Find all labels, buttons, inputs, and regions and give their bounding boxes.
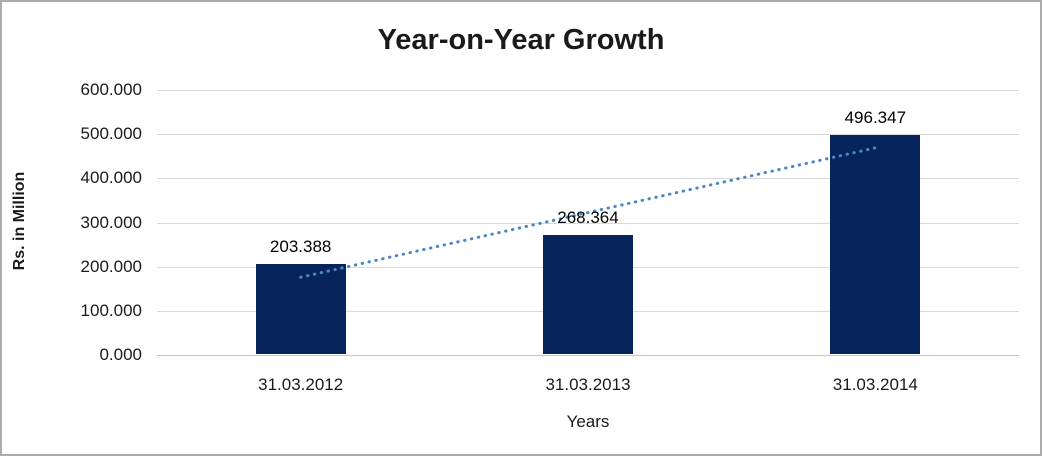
y-tick-label: 0.000 <box>99 345 142 364</box>
chart-title: Year-on-Year Growth <box>377 24 665 56</box>
x-tick-label: 31.03.2013 <box>545 375 631 394</box>
y-tick-label: 300.000 <box>80 212 142 232</box>
data-label: 203.388 <box>269 237 332 257</box>
gridline <box>157 90 1019 91</box>
x-tick-label: 31.03.2014 <box>832 375 918 394</box>
plot-area: 203.388 268.364 496.347 <box>157 90 1019 356</box>
bar <box>830 134 921 354</box>
y-tick-label: 400.000 <box>80 168 142 188</box>
gridline <box>157 222 1019 224</box>
gridline <box>157 355 1019 356</box>
data-label: 496.347 <box>844 107 907 127</box>
data-label: 268.364 <box>557 208 619 228</box>
trendline <box>299 146 877 279</box>
gridline <box>157 134 1019 136</box>
gridline <box>157 178 1019 180</box>
trendline-path <box>299 146 877 279</box>
x-axis-title: Years <box>566 412 610 431</box>
bar <box>255 264 346 354</box>
bar <box>543 235 633 354</box>
y-tick-label: 200.000 <box>80 256 142 276</box>
y-tick-label: 600.000 <box>80 80 142 99</box>
x-tick-label: 31.03.2012 <box>258 375 344 394</box>
y-tick-label: 100.000 <box>80 300 142 320</box>
y-tick-label: 500.000 <box>80 124 142 144</box>
